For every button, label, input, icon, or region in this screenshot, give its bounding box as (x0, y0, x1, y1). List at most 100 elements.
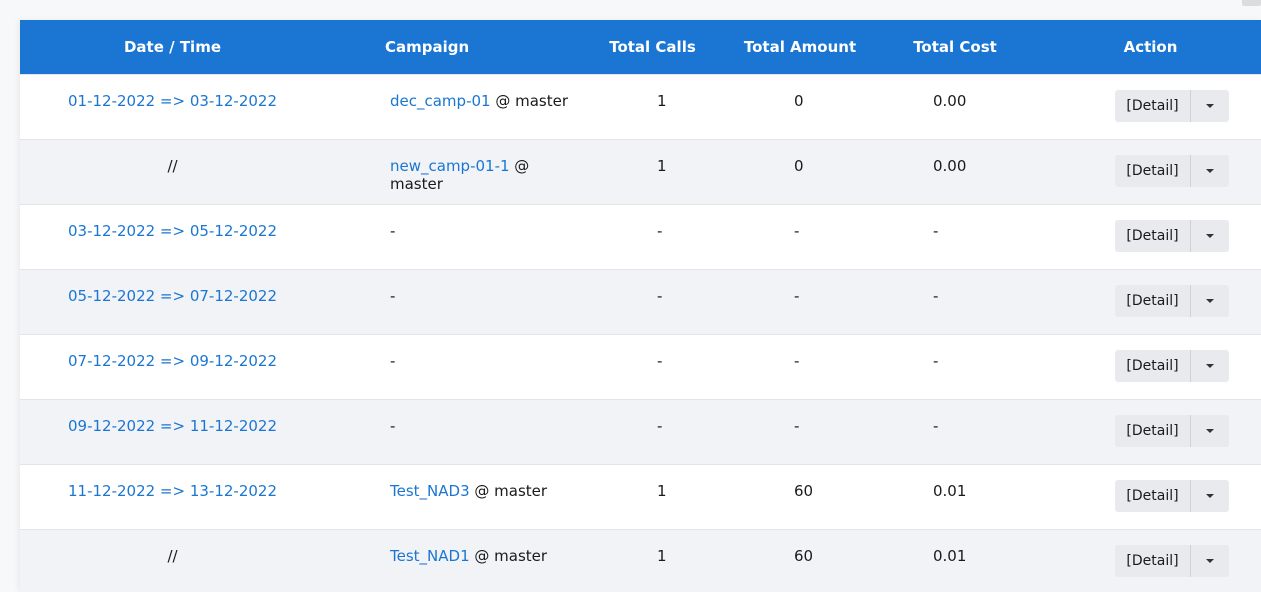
cell-campaign: - (325, 334, 575, 399)
action-button-group: [Detail] (1115, 414, 1229, 447)
cell-total-amount: 0 (794, 156, 804, 175)
cell-total-calls: - (657, 286, 663, 305)
cell-action: [Detail] (1040, 464, 1261, 529)
date-range-text: // (167, 546, 178, 565)
cell-total-cost: 0.00 (933, 156, 967, 175)
detail-button[interactable]: [Detail] (1115, 544, 1191, 577)
table-row: // Test_NAD1 @ master 1 60 0.01 [Detail] (20, 529, 1261, 592)
cell-total-amount: 60 (794, 481, 814, 500)
cell-total-cost: 0.01 (933, 481, 967, 500)
table-row: 09-12-2022 => 11-12-2022 - - - - [Detail] (20, 399, 1261, 464)
campaign-empty: - (390, 351, 396, 370)
cell-action: [Detail] (1040, 74, 1261, 139)
chevron-down-icon (1206, 363, 1214, 368)
cell-total-cost: 0.00 (933, 91, 967, 110)
cell-total-calls: - (657, 351, 663, 370)
cell-total-calls: - (657, 221, 663, 240)
cell-date: 07-12-2022 => 09-12-2022 (20, 334, 325, 399)
table-row: 05-12-2022 => 07-12-2022 - - - - [Detail] (20, 269, 1261, 334)
cell-action: [Detail] (1040, 204, 1261, 269)
action-dropdown-toggle[interactable] (1191, 220, 1229, 252)
cell-campaign: - (325, 269, 575, 334)
cell-total-calls: 1 (657, 546, 667, 565)
detail-button[interactable]: [Detail] (1115, 284, 1191, 317)
cell-campaign: new_camp-01-1 @ master (325, 139, 575, 204)
cell-total-calls: 1 (657, 91, 667, 110)
header-campaign[interactable]: Campaign (385, 37, 470, 56)
detail-button[interactable]: [Detail] (1115, 89, 1191, 122)
header-total-calls[interactable]: Total Calls (609, 37, 696, 56)
cell-date: // (20, 529, 325, 592)
cell-total-calls: - (657, 416, 663, 435)
detail-button[interactable]: [Detail] (1115, 154, 1191, 187)
date-range-link[interactable]: 05-12-2022 => 07-12-2022 (67, 286, 278, 305)
campaign-report-table: Date / Time Campaign Total Calls Total A… (20, 20, 1261, 592)
header-total-amount[interactable]: Total Amount (743, 37, 857, 56)
action-dropdown-toggle[interactable] (1191, 285, 1229, 317)
table-row: 07-12-2022 => 09-12-2022 - - - - [Detail] (20, 334, 1261, 399)
cell-date: 03-12-2022 => 05-12-2022 (20, 204, 325, 269)
table-row: 11-12-2022 => 13-12-2022 Test_NAD3 @ mast… (20, 464, 1261, 529)
campaign-link[interactable]: Test_NAD1 (390, 546, 470, 565)
detail-button[interactable]: [Detail] (1115, 414, 1191, 447)
table-header-row: Date / Time Campaign Total Calls Total A… (20, 20, 1261, 74)
date-range-text: // (167, 156, 178, 175)
cell-total-cost: 0.01 (933, 546, 967, 565)
chevron-down-icon (1206, 428, 1214, 433)
chevron-down-icon (1206, 298, 1214, 303)
campaign-empty: - (390, 221, 396, 240)
date-range-link[interactable]: 11-12-2022 => 13-12-2022 (67, 481, 278, 500)
cell-action: [Detail] (1040, 399, 1261, 464)
campaign-link[interactable]: new_camp-01-1 (390, 156, 510, 175)
action-dropdown-toggle[interactable] (1191, 90, 1229, 122)
header-total-cost[interactable]: Total Cost (913, 37, 997, 56)
cell-total-calls: 1 (657, 156, 667, 175)
cell-action: [Detail] (1040, 139, 1261, 204)
campaign-owner: @ master (390, 156, 530, 193)
detail-button[interactable]: [Detail] (1115, 349, 1191, 382)
detail-button[interactable]: [Detail] (1115, 479, 1191, 512)
action-button-group: [Detail] (1115, 284, 1229, 317)
table-row: // new_camp-01-1 @ master 1 0 0.00 [Detail] (20, 139, 1261, 204)
cell-campaign: - (325, 399, 575, 464)
date-range-link[interactable]: 01-12-2022 => 03-12-2022 (67, 91, 278, 110)
campaign-empty: - (390, 286, 396, 305)
cell-total-amount: - (794, 351, 800, 370)
action-dropdown-toggle[interactable] (1191, 415, 1229, 447)
action-dropdown-toggle[interactable] (1191, 480, 1229, 512)
action-dropdown-toggle[interactable] (1191, 155, 1229, 187)
campaign-owner: @ master (490, 91, 569, 110)
cell-campaign: dec_camp-01 @ master (325, 74, 575, 139)
date-range-link[interactable]: 07-12-2022 => 09-12-2022 (67, 351, 278, 370)
cell-total-cost: - (933, 221, 939, 240)
cell-total-cost: - (933, 351, 939, 370)
cell-date: // (20, 139, 325, 204)
cell-total-cost: - (933, 286, 939, 305)
cell-date: 01-12-2022 => 03-12-2022 (20, 74, 325, 139)
campaign-link[interactable]: dec_camp-01 (390, 91, 491, 110)
cell-total-calls: 1 (657, 481, 667, 500)
action-dropdown-toggle[interactable] (1191, 545, 1229, 577)
chevron-down-icon (1206, 233, 1214, 238)
cell-date: 05-12-2022 => 07-12-2022 (20, 269, 325, 334)
detail-button[interactable]: [Detail] (1115, 219, 1191, 252)
cell-campaign: Test_NAD3 @ master (325, 464, 575, 529)
cell-action: [Detail] (1040, 334, 1261, 399)
action-dropdown-toggle[interactable] (1191, 350, 1229, 382)
date-range-link[interactable]: 03-12-2022 => 05-12-2022 (67, 221, 278, 240)
scrollbar-thumb[interactable] (1242, 0, 1261, 6)
cell-total-cost: - (933, 416, 939, 435)
report-panel: Date / Time Campaign Total Calls Total A… (20, 20, 1261, 592)
cell-date: 11-12-2022 => 13-12-2022 (20, 464, 325, 529)
action-button-group: [Detail] (1115, 154, 1229, 187)
cell-total-amount: 60 (794, 546, 814, 565)
cell-total-amount: - (794, 416, 800, 435)
date-range-link[interactable]: 09-12-2022 => 11-12-2022 (67, 416, 278, 435)
chevron-down-icon (1206, 493, 1214, 498)
cell-campaign: Test_NAD1 @ master (325, 529, 575, 592)
chevron-down-icon (1206, 168, 1214, 173)
cell-action: [Detail] (1040, 529, 1261, 592)
header-date-time[interactable]: Date / Time (123, 37, 222, 56)
campaign-owner: @ master (469, 546, 548, 565)
campaign-link[interactable]: Test_NAD3 (390, 481, 470, 500)
